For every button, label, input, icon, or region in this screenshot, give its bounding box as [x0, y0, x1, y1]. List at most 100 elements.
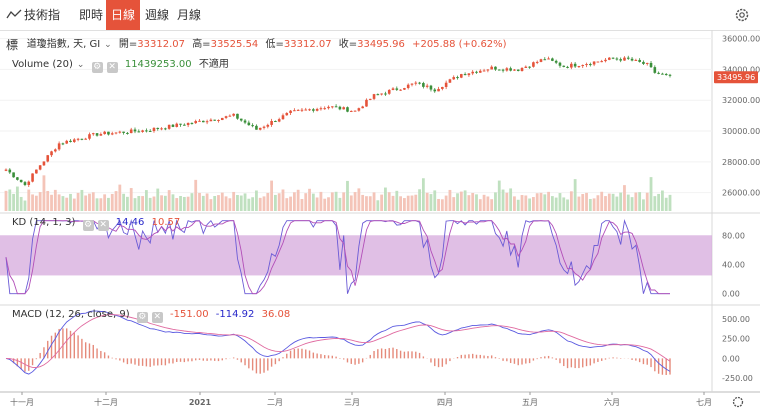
- settings-small-icon[interactable]: ⚙: [82, 220, 94, 231]
- candle-body: [630, 58, 634, 61]
- close-icon[interactable]: ✕: [97, 220, 109, 231]
- candle-body: [558, 62, 562, 66]
- last-price-badge: [714, 71, 758, 84]
- volume-bar: [661, 190, 664, 211]
- volume-bar: [277, 193, 281, 211]
- volume-bar: [122, 193, 126, 211]
- candle-body: [277, 119, 281, 122]
- volume-bar: [600, 191, 604, 211]
- candle-body: [319, 108, 323, 110]
- collapse-icon[interactable]: ⌃: [12, 40, 20, 50]
- volume-bar: [179, 195, 182, 211]
- candle-body: [156, 127, 160, 129]
- kd-tick-label: 80.00: [722, 231, 745, 240]
- volume-bar: [607, 193, 611, 211]
- volume-bar: [346, 180, 349, 211]
- candle-body: [573, 63, 577, 67]
- candle-body: [255, 125, 258, 130]
- tab-weekly[interactable]: 週線: [142, 0, 172, 30]
- tab-realtime[interactable]: 即時: [78, 0, 104, 30]
- candle-body: [391, 88, 395, 90]
- candle-body: [368, 98, 372, 100]
- kd-label[interactable]: KD (14, 1, 3): [12, 217, 76, 228]
- volume-bar: [65, 197, 69, 211]
- volume-bar: [247, 198, 251, 211]
- volume-bar: [76, 192, 80, 211]
- candle-body: [433, 89, 437, 92]
- volume-bar: [91, 192, 95, 211]
- candle-body: [501, 69, 505, 71]
- volume-bar: [623, 185, 626, 211]
- volume-bar: [490, 199, 494, 211]
- tab-weekly-label: 週線: [144, 8, 169, 22]
- volume-bar: [163, 195, 167, 211]
- volume-bar: [581, 194, 585, 211]
- volume-bar: [148, 197, 152, 211]
- volume-bar: [255, 190, 258, 211]
- close-icon[interactable]: ✕: [151, 312, 163, 323]
- volume-bar: [516, 199, 520, 211]
- candle-body: [649, 62, 653, 68]
- candle-body: [357, 108, 361, 111]
- volume-bar: [410, 195, 414, 211]
- volume-bar: [592, 198, 596, 211]
- volume-bar: [342, 192, 346, 211]
- volume-bar: [361, 194, 365, 211]
- change-value: +205.88 (+0.62%): [412, 39, 507, 50]
- volume-bar: [289, 196, 292, 211]
- candle-body: [42, 161, 46, 166]
- settings-small-icon[interactable]: ⚙: [91, 62, 103, 73]
- candle-body: [308, 109, 311, 111]
- candle-body: [198, 120, 201, 122]
- volume-bar: [319, 191, 323, 211]
- close-icon[interactable]: ✕: [106, 62, 118, 73]
- candle-body: [209, 119, 213, 122]
- volume-bar: [524, 195, 528, 211]
- candle-body: [471, 71, 474, 74]
- volume-label[interactable]: Volume (20): [12, 59, 73, 70]
- candle-body: [84, 138, 87, 140]
- main-legend: ⌃ 道瓊指數, 天, GI ⌄ 開=33312.07 高=33525.54 低=3…: [12, 35, 511, 50]
- settings-button[interactable]: [734, 0, 754, 30]
- candle-body: [619, 59, 622, 61]
- candle-body: [114, 132, 118, 134]
- volume-bar: [61, 196, 65, 211]
- candle-body: [570, 63, 573, 68]
- volume-bar: [558, 193, 562, 211]
- candle-body: [372, 94, 376, 99]
- volume-bar: [190, 193, 194, 211]
- volume-bar: [27, 189, 31, 211]
- volume-bar: [630, 197, 634, 211]
- candle-body: [8, 169, 12, 173]
- candle-body: [611, 57, 615, 59]
- d-line: [5, 220, 670, 295]
- candle-body: [456, 77, 459, 79]
- tab-daily[interactable]: 日線: [106, 0, 140, 30]
- macd-tick-label: 500.00: [722, 315, 750, 324]
- volume-bar: [292, 192, 296, 211]
- volume-bar: [209, 199, 213, 211]
- candle-body: [577, 66, 581, 68]
- volume-bar: [171, 194, 175, 211]
- tab-monthly[interactable]: 月線: [174, 0, 204, 30]
- symbol-label[interactable]: 道瓊指數, 天, GI: [26, 39, 101, 50]
- chevron-down-icon[interactable]: ⌄: [104, 40, 112, 50]
- candle-body: [429, 85, 433, 90]
- chevron-down-icon[interactable]: ⌄: [76, 60, 85, 70]
- candle-body: [31, 173, 34, 182]
- volume-bar: [296, 189, 300, 211]
- volume-bar: [156, 188, 160, 211]
- volume-bar: [4, 190, 8, 211]
- indicator-menu[interactable]: 技術指標: [6, 0, 68, 52]
- candle-body: [509, 68, 512, 71]
- candle-body: [592, 61, 596, 65]
- macd-label[interactable]: MACD (12, 26, close, 9): [12, 309, 130, 320]
- tab-daily-label: 日線: [110, 8, 135, 22]
- candle-body: [232, 113, 235, 116]
- volume-bar: [300, 198, 304, 211]
- settings-small-icon[interactable]: ⚙: [136, 312, 148, 323]
- candle-body: [327, 106, 330, 109]
- volume-bar: [357, 188, 361, 211]
- volume-bar: [418, 189, 421, 211]
- volume-bar: [452, 197, 456, 211]
